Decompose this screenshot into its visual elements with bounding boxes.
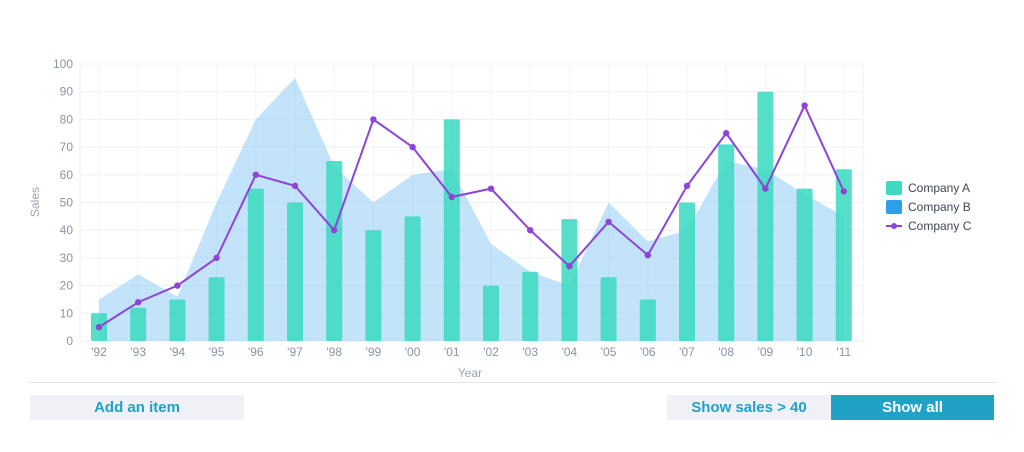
x-tick-label: '01 [444,345,460,359]
y-tick-label: 20 [60,279,74,293]
x-tick-label: '98 [326,345,342,359]
point-company-c [252,171,259,178]
x-tick-label: '11 [836,345,851,359]
y-axis-ticks: 0 10 20 30 40 50 60 70 80 90 100 [53,57,73,348]
bar-company-a [796,188,813,341]
legend-swatch-company-a [886,180,902,195]
bar-company-a [404,216,421,341]
point-company-c [683,182,691,190]
x-tick-label: '95 [209,345,225,359]
point-company-c [370,116,377,123]
point-company-c [801,102,808,109]
bar-company-a [757,91,774,341]
x-axis-ticks: '92 '93 '94 '95 '96 '97 '98 '99 '00 '01 '02 '03 '04 '… [91,345,851,359]
legend-label-company-b: Company B [908,199,971,214]
x-tick-label: '07 [679,345,695,359]
x-tick-label: '94 [170,345,186,359]
bar-company-a [639,299,656,341]
y-tick-label: 90 [60,85,74,99]
legend-label-company-a: Company A [908,180,971,195]
company-b-area [99,77,844,341]
x-tick-label: '93 [130,345,146,359]
bar-company-a [600,277,617,341]
point-company-c [291,182,299,190]
point-company-c [487,185,495,192]
x-tick-label: '06 [640,345,656,359]
x-tick-label: '05 [601,345,617,359]
bar-company-a [365,230,382,341]
point-company-c [644,251,651,259]
add-item-button[interactable]: Add an item [30,395,244,420]
y-tick-label: 70 [60,140,74,154]
point-company-c [409,143,416,151]
line-company-c [98,103,845,328]
point-company-c [448,193,455,201]
legend-item-company-a[interactable]: Company A [886,178,971,197]
bar-company-a [483,285,499,341]
bar-company-a [561,219,578,341]
bar-company-a [522,271,539,341]
x-tick-label: '92 [91,345,107,359]
company-c-line-layer [95,102,847,331]
legend-item-company-b[interactable]: Company B [886,197,971,216]
legend-item-company-c[interactable]: Company C [886,216,971,235]
bar-company-a [443,119,460,342]
point-company-c [723,130,730,137]
divider [28,382,998,383]
x-tick-label: '08 [718,345,734,359]
bar-company-a [247,188,264,341]
legend-swatch-company-c [886,219,902,233]
point-company-c [527,227,534,234]
point-company-c [174,282,181,289]
x-axis-title: Year [458,366,482,380]
bar-company-a [679,202,695,341]
show-sales-filter-button[interactable]: Show sales > 40 [667,395,831,420]
x-tick-label: '99 [366,345,382,359]
bar-company-a [287,202,303,341]
y-tick-label: 0 [66,334,73,348]
show-all-button[interactable]: Show all [831,395,994,420]
point-company-c [213,254,220,262]
x-tick-label: '02 [483,345,499,359]
y-tick-label: 80 [60,112,74,126]
legend-swatch-company-b [886,199,902,214]
x-tick-label: '96 [248,345,264,359]
x-tick-label: '09 [758,345,774,359]
bar-company-a [835,169,852,341]
x-tick-label: '00 [405,345,421,359]
legend-label-company-c: Company C [908,218,972,233]
point-company-c [135,299,142,306]
y-tick-label: 100 [53,57,73,71]
y-tick-label: 40 [60,223,74,237]
point-company-c [95,323,103,331]
x-tick-label: '03 [522,345,538,359]
y-axis-title: Sales [28,187,42,217]
point-company-c [762,185,769,192]
x-tick-label: '10 [797,345,813,359]
y-tick-label: 60 [60,168,74,182]
bar-company-a [718,144,735,341]
x-tick-label: '04 [562,345,578,359]
point-company-c [566,263,573,270]
bar-company-a [326,160,343,341]
bar-company-a [169,299,186,341]
x-tick-label: '97 [287,345,303,359]
y-tick-label: 10 [60,306,74,320]
point-company-c [331,227,338,234]
y-tick-label: 50 [60,196,74,210]
y-tick-label: 30 [60,251,74,265]
bar-company-a [208,277,225,341]
chart-legend: Company A Company B Company C [886,178,971,235]
point-company-c [605,218,612,226]
point-company-c [840,188,847,195]
company-a-bar-layer [91,91,852,342]
company-b-area-layer [99,77,844,341]
bar-company-a [130,307,147,341]
